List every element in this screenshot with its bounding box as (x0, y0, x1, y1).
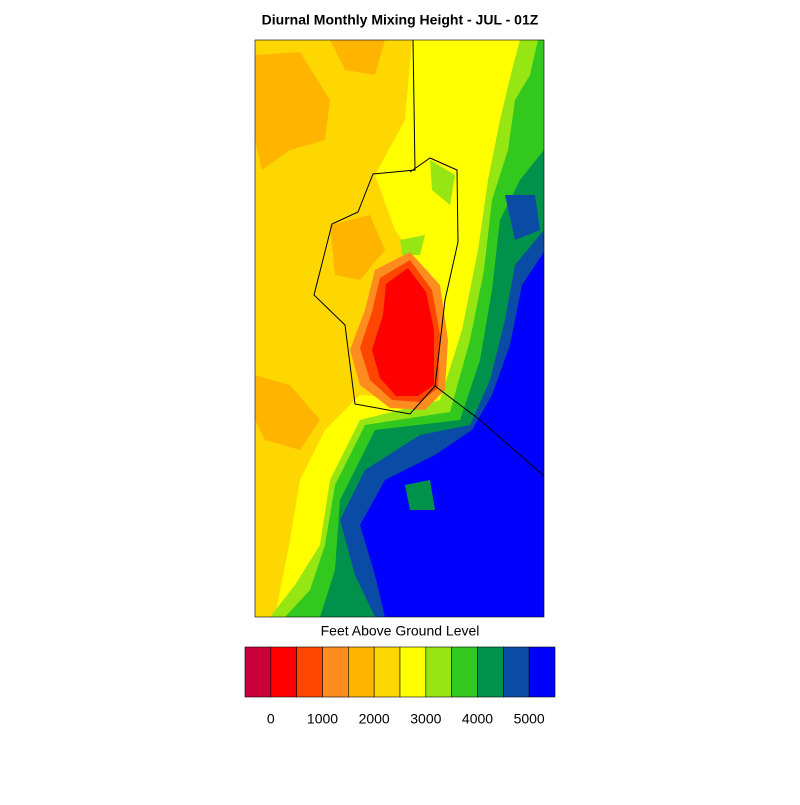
colorbar-box (399, 646, 427, 698)
colorbar-box (503, 646, 530, 698)
colorbar-box (270, 646, 297, 698)
colorbar-box (425, 646, 452, 698)
colorbar-box (296, 646, 323, 698)
contour-field (255, 40, 544, 617)
colorbar-label: Feet Above Ground Level (321, 623, 480, 639)
colorbar-tick-label: 0 (267, 711, 275, 727)
colorbar-box (528, 646, 556, 698)
colorbar-box (451, 646, 478, 698)
colorbar: 0 1000 2000 3000 4000 5000 (244, 646, 556, 727)
colorbar-box (322, 646, 349, 698)
colorbar-tick-label: 5000 (514, 711, 545, 727)
title: Diurnal Monthly Mixing Height - JUL - 01… (262, 12, 539, 28)
colorbar-tick-label: 3000 (410, 711, 441, 727)
colorbar-box (244, 646, 272, 698)
colorbar-tick-label: 2000 (359, 711, 390, 727)
map-frame (254, 39, 545, 618)
colorbar-box (477, 646, 504, 698)
colorbar-tick-label: 1000 (307, 711, 338, 727)
colorbar-box (348, 646, 375, 698)
colorbar-box (373, 646, 401, 698)
colorbar-tick-label: 4000 (462, 711, 493, 727)
